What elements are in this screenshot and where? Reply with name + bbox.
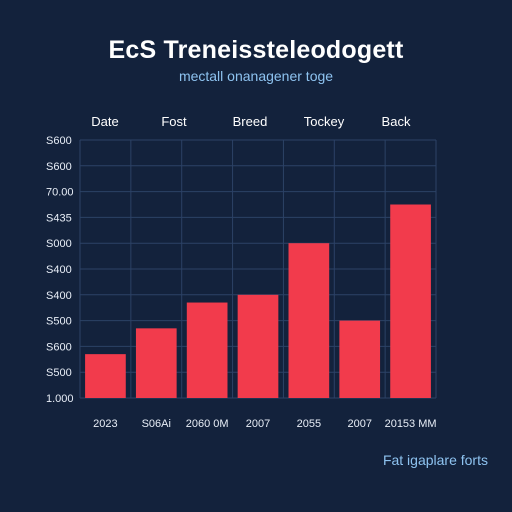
y-tick-label: S400 (46, 290, 72, 302)
x-tick-label: S06Ai (142, 418, 171, 430)
bar (339, 320, 381, 398)
bar (390, 204, 431, 398)
x-tick-label: 2007 (347, 418, 371, 430)
y-tick-label: S600 (46, 135, 72, 147)
chart-title: EcS Treneissteleodogett (108, 36, 404, 64)
x-tick-label: 20153 MM (385, 418, 437, 430)
chart-subtitle: mectall onanagener toge (178, 68, 334, 84)
x-tick-label: 2060 0M (186, 418, 229, 430)
x-tick-label: 2023 (93, 418, 117, 430)
bar (237, 294, 279, 398)
y-tick-label: S500 (46, 367, 72, 379)
y-tick-label: 1.000 (46, 393, 74, 405)
header-label: Fost (161, 114, 187, 129)
chart-footnote: Fat igaplare forts (382, 452, 488, 468)
y-tick-label: S500 (46, 316, 72, 328)
x-tick-label: 2055 (297, 418, 321, 430)
y-tick-label: S400 (46, 264, 72, 276)
y-tick-label: 70.00 (46, 187, 74, 199)
bar (186, 302, 228, 398)
header-label: Date (91, 114, 118, 129)
header-label: Tockey (304, 114, 345, 129)
bar (288, 243, 330, 398)
bar (135, 328, 177, 398)
y-tick-label: S600 (46, 341, 72, 353)
y-tick-label: S435 (46, 212, 72, 224)
x-tick-label: 2007 (246, 418, 270, 430)
bar (85, 354, 126, 398)
y-tick-label: S000 (46, 238, 72, 250)
header-label: Breed (233, 114, 268, 129)
y-tick-label: S600 (46, 161, 72, 173)
header-label: Back (382, 114, 411, 129)
